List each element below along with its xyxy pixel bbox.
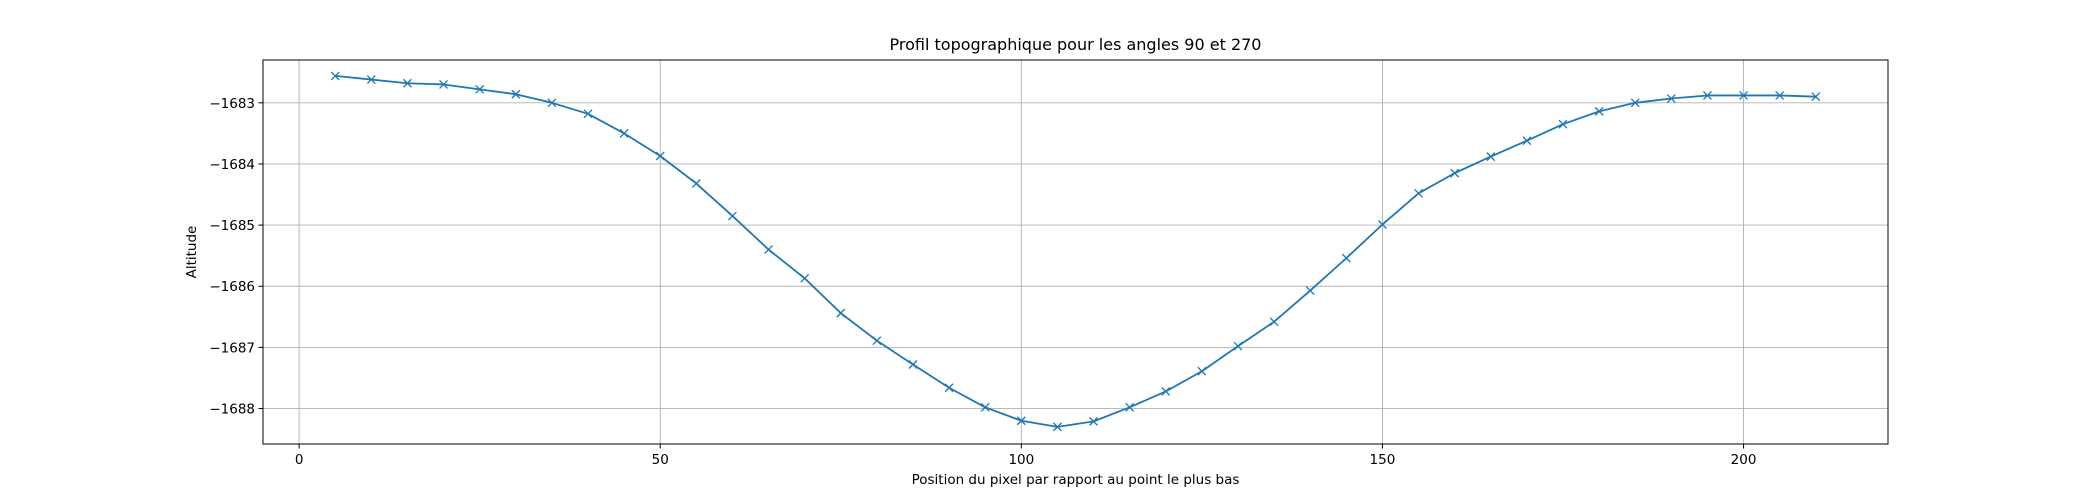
grid — [263, 60, 1888, 444]
data-point-marker — [764, 245, 774, 255]
x-tick-label: 100 — [1008, 452, 1034, 468]
data-point-marker — [1630, 98, 1640, 108]
data-point-marker — [366, 75, 376, 85]
y-tick-label: −1685 — [209, 218, 255, 234]
data-point-marker — [1486, 152, 1496, 162]
data-point-marker — [691, 179, 701, 188]
data-point-marker — [1016, 416, 1026, 426]
data-point-marker — [872, 336, 882, 346]
y-tick-label: −1686 — [209, 279, 255, 295]
data-point-marker — [619, 128, 629, 138]
data-point-marker — [727, 211, 737, 221]
data-point-marker — [1811, 92, 1821, 102]
data-point-marker — [583, 109, 593, 119]
data-point-marker — [1089, 416, 1099, 426]
data-point-marker — [547, 98, 557, 108]
data-point-marker — [511, 89, 521, 99]
y-tick-label: −1683 — [209, 96, 255, 112]
data-point-marker — [1197, 366, 1207, 376]
y-tick-label: −1688 — [209, 402, 255, 418]
data-point-marker — [908, 360, 918, 369]
data-point-marker — [1269, 317, 1279, 327]
data-point-marker — [1233, 341, 1243, 351]
data-point-marker — [1125, 402, 1135, 412]
data-point-marker — [439, 79, 449, 89]
data-point-marker — [1161, 386, 1171, 396]
plot-frame — [262, 59, 1889, 445]
x-axis-label: Position du pixel par rapport au point l… — [912, 472, 1240, 488]
data-point-marker — [1377, 220, 1387, 229]
x-tick-label: 0 — [295, 452, 304, 468]
x-tick-label: 150 — [1370, 452, 1396, 468]
data-point-marker — [1052, 422, 1062, 432]
x-tick-label: 200 — [1731, 452, 1757, 468]
data-point-marker — [1414, 188, 1424, 198]
data-point-marker — [1775, 91, 1785, 100]
chart-title: Profil topographique pour les angles 90 … — [890, 35, 1262, 54]
data-point-marker — [330, 71, 340, 81]
data-point-marker — [1558, 119, 1568, 129]
series-line — [335, 75, 1816, 428]
data-point-marker — [475, 84, 485, 94]
data-point-marker — [1450, 168, 1460, 178]
series-layer — [330, 71, 1821, 432]
data-point-marker — [1594, 106, 1604, 116]
data-point-marker — [1666, 94, 1676, 103]
data-point-marker — [1305, 286, 1315, 295]
data-point-marker — [944, 383, 954, 393]
data-point-marker — [1739, 91, 1749, 100]
data-point-marker — [655, 151, 665, 161]
data-point-marker — [836, 308, 846, 318]
data-point-marker — [1522, 136, 1532, 146]
y-tick-label: −1684 — [209, 157, 255, 173]
ticks: 0 50 100 150 200 −1688 −1687 −1686 −1685 −1684 −16… — [209, 96, 1756, 468]
data-point-marker — [402, 78, 412, 88]
data-point-marker — [1341, 253, 1351, 263]
data-point-marker — [980, 402, 990, 412]
y-axis-label: Altitude — [184, 226, 200, 279]
data-point-marker — [800, 273, 810, 283]
data-point-marker — [1702, 91, 1712, 100]
y-tick-label: −1687 — [209, 340, 255, 356]
x-tick-label: 50 — [652, 452, 669, 468]
